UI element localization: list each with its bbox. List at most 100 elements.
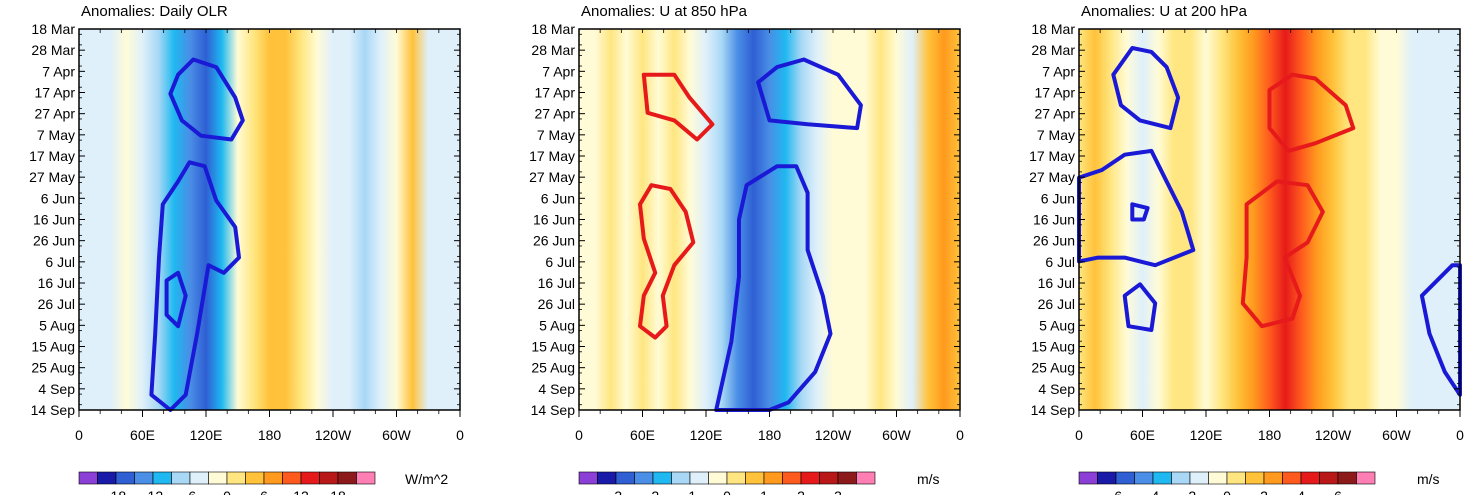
contour-positive-1	[641, 72, 715, 142]
panel-1: Anomalies: Daily OLR 18 Mar 28 Mar 7 Apr 17 …	[29, 3, 464, 495]
y-tick-label: 17 May	[1029, 148, 1075, 164]
colorbar-label: -3	[610, 488, 623, 495]
y-tick-label: 26 Jun	[533, 233, 575, 249]
y-tick-label: 27 May	[29, 169, 75, 185]
y-tick-label: 6 Jul	[45, 254, 75, 270]
y-tick-label: 18 Mar	[31, 21, 75, 37]
y-tick-label: 18 Mar	[1031, 21, 1075, 37]
y-tick-label: 26 Jun	[1033, 233, 1075, 249]
y-tick-label: 26 Jul	[538, 296, 575, 312]
colorbar-swatch	[1134, 471, 1154, 485]
y-tick-label: 4 Sep	[1038, 381, 1075, 397]
x-tick-label: 0	[1456, 427, 1464, 443]
colorbar-swatch	[1263, 471, 1283, 485]
colorbar-swatch	[800, 471, 820, 485]
colorbar-swatch	[1300, 471, 1320, 485]
y-tick-label: 6 Jul	[1045, 254, 1075, 270]
colorbar-swatch	[1171, 471, 1191, 485]
y-tick-label: 15 Aug	[531, 339, 575, 355]
y-tick-label: 6 Jun	[1041, 190, 1075, 206]
colorbar-swatch	[615, 471, 635, 485]
colorbar-label: 4	[1297, 488, 1305, 495]
y-tick-label: 7 Apr	[42, 63, 75, 79]
y-tick-label: 5 Aug	[39, 317, 75, 333]
colorbar-label: 18	[330, 488, 346, 495]
colorbar-swatch	[300, 471, 320, 485]
colorbar-label: -18	[106, 488, 126, 495]
contour-negative-5	[1130, 202, 1150, 222]
contour-positive-2	[1240, 179, 1325, 329]
y-tick-label: 14 Sep	[1031, 402, 1076, 418]
colorbar-swatch	[1152, 471, 1172, 485]
colorbar-swatch	[1356, 471, 1376, 485]
colorbar-swatch	[1189, 471, 1209, 485]
y-tick-label: 18 Mar	[531, 21, 575, 37]
x-tick-label: 120E	[690, 427, 723, 443]
x-tick-label: 60W	[1382, 427, 1412, 443]
colorbar-units: W/m^2	[405, 471, 448, 487]
colorbar-label: 6	[260, 488, 268, 495]
y-tick-label: 26 Jun	[33, 233, 75, 249]
panel-3: Anomalies: U at 200 hPa 18 Mar 28 Mar 7 Apr…	[1029, 3, 1464, 495]
colorbar-swatch	[356, 471, 376, 485]
colorbar-label: 0	[1223, 488, 1231, 495]
colorbar-swatch	[745, 471, 765, 485]
panel-title: Anomalies: U at 850 hPa	[581, 3, 748, 20]
colorbar-swatch	[597, 471, 617, 485]
colorbar-swatch	[208, 471, 228, 485]
colorbar-label: -6	[1110, 488, 1123, 495]
colorbar-swatch	[78, 471, 98, 485]
colorbar-swatch	[856, 471, 876, 485]
panel-title: Anomalies: Daily OLR	[81, 3, 228, 20]
colorbar-swatch	[689, 471, 709, 485]
colorbar-label: 3	[834, 488, 842, 495]
y-tick-label: 7 May	[1037, 127, 1075, 143]
field-fill	[579, 29, 960, 410]
contour-negative-1	[168, 57, 245, 142]
y-tick-label: 6 Jun	[541, 190, 575, 206]
y-tick-label: 28 Mar	[531, 42, 575, 58]
y-tick-label: 25 Aug	[531, 360, 575, 376]
contour-negative-3	[756, 57, 863, 131]
colorbar-label: 0	[723, 488, 731, 495]
x-tick-label: 0	[956, 427, 964, 443]
colorbar-swatch	[652, 471, 672, 485]
colorbar-swatch	[1337, 471, 1357, 485]
colorbar-label: 1	[760, 488, 768, 495]
y-tick-label: 7 Apr	[542, 63, 575, 79]
y-tick-label: 27 Apr	[35, 106, 76, 122]
y-tick-label: 7 May	[37, 127, 75, 143]
x-tick-label: 120W	[815, 427, 852, 443]
contour-negative-2	[149, 160, 241, 412]
y-tick-label: 17 May	[29, 148, 75, 164]
y-tick-label: 17 Apr	[1035, 85, 1076, 101]
colorbar-swatch	[1226, 471, 1246, 485]
y-tick-label: 27 Apr	[535, 106, 576, 122]
contour-positive-1	[1267, 72, 1356, 153]
y-tick-label: 25 Aug	[1031, 360, 1075, 376]
colorbar-swatch	[1208, 471, 1228, 485]
colorbar-swatch	[319, 471, 339, 485]
colorbar-swatch	[115, 471, 135, 485]
x-tick-label: 180	[1258, 427, 1282, 443]
colorbar-units: m/s	[1417, 471, 1440, 487]
y-tick-label: 27 May	[529, 169, 575, 185]
y-tick-label: 17 Apr	[35, 85, 76, 101]
colorbar-swatch	[152, 471, 172, 485]
y-tick-label: 16 Jun	[33, 212, 75, 228]
x-tick-label: 60E	[130, 427, 155, 443]
x-tick-label: 120E	[190, 427, 223, 443]
x-tick-label: 0	[75, 427, 83, 443]
colorbar-label: 2	[1260, 488, 1268, 495]
x-tick-label: 60W	[382, 427, 412, 443]
y-tick-label: 28 Mar	[1031, 42, 1075, 58]
contour-negative-4	[714, 164, 833, 412]
colorbar-swatch	[708, 471, 728, 485]
colorbar-swatch	[819, 471, 839, 485]
colorbar-swatch	[245, 471, 265, 485]
y-tick-label: 4 Sep	[538, 381, 575, 397]
colorbar-label: 0	[223, 488, 231, 495]
colorbar-label: -12	[143, 488, 163, 495]
